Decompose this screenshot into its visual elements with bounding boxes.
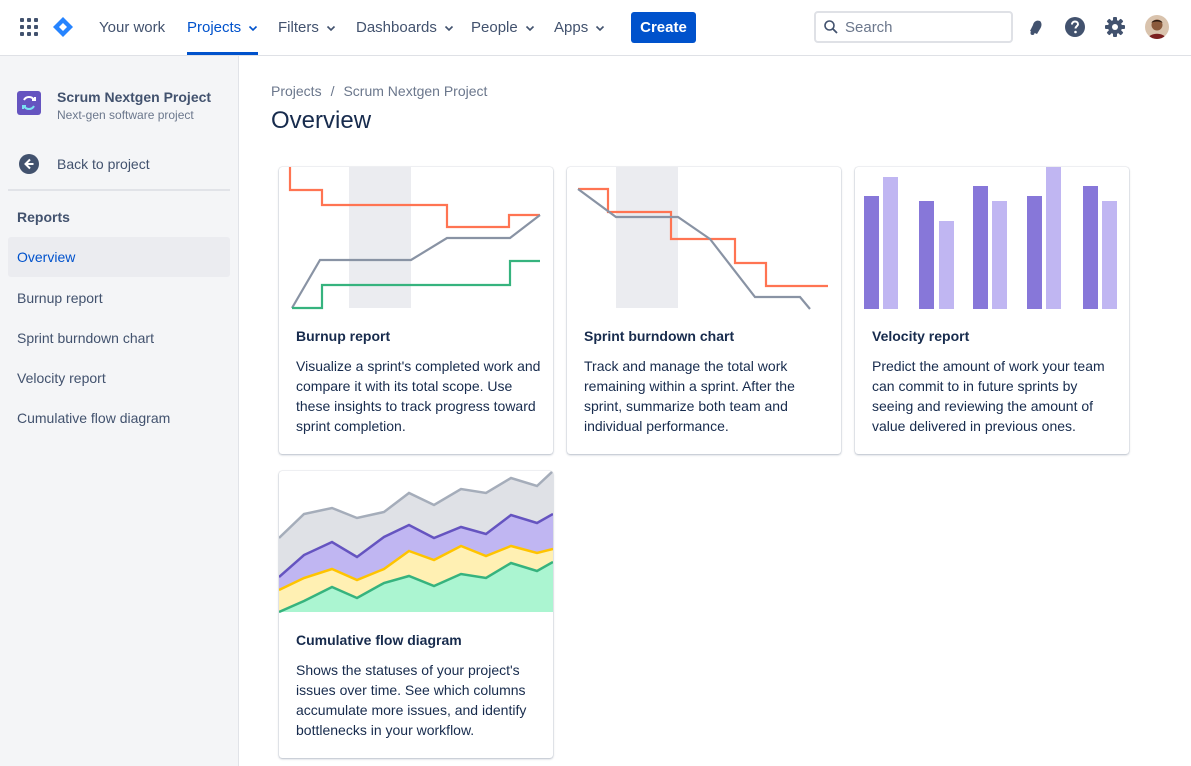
burnup-chart-illustration bbox=[288, 167, 541, 310]
sidebar-item-overview[interactable]: Overview bbox=[8, 237, 230, 277]
back-to-project-link[interactable]: Back to project bbox=[17, 152, 150, 176]
top-navigation: Your work Projects Filters Dashboards Pe… bbox=[0, 0, 1191, 56]
help-icon[interactable] bbox=[1063, 15, 1087, 39]
sidebar-item-cumulative-flow-diagram[interactable]: Cumulative flow diagram bbox=[17, 410, 171, 426]
nav-filters-label: Filters bbox=[278, 19, 319, 36]
breadcrumb: Projects / Scrum Nextgen Project bbox=[271, 83, 487, 99]
nav-projects[interactable]: Projects bbox=[187, 0, 259, 55]
velocity-report-card[interactable]: Velocity report Predict the amount of wo… bbox=[855, 167, 1129, 454]
card-title: Burnup report bbox=[296, 328, 391, 344]
sidebar-item-velocity-report[interactable]: Velocity report bbox=[17, 370, 106, 386]
nav-your-work[interactable]: Your work bbox=[99, 0, 165, 55]
breadcrumb-project[interactable]: Scrum Nextgen Project bbox=[343, 83, 488, 99]
card-title: Velocity report bbox=[872, 328, 970, 344]
settings-icon[interactable] bbox=[1103, 15, 1127, 39]
jira-logo-icon[interactable] bbox=[52, 16, 74, 38]
breadcrumb-separator: / bbox=[330, 83, 335, 99]
velocity-chart-illustration bbox=[864, 167, 1117, 309]
back-to-project-label: Back to project bbox=[57, 156, 150, 172]
chevron-down-icon bbox=[525, 25, 534, 31]
chevron-down-icon bbox=[249, 25, 258, 31]
nav-dashboards[interactable]: Dashboards bbox=[356, 0, 454, 55]
search-input[interactable] bbox=[845, 18, 1005, 36]
sidebar-section-title: Reports bbox=[17, 209, 70, 225]
search-icon bbox=[824, 20, 838, 34]
create-button[interactable]: Create bbox=[631, 12, 696, 43]
user-avatar[interactable] bbox=[1145, 15, 1169, 39]
burnup-report-card[interactable]: Burnup report Visualize a sprint's compl… bbox=[279, 167, 553, 454]
search-box[interactable] bbox=[814, 11, 1013, 43]
apps-grid-icon[interactable] bbox=[20, 18, 38, 36]
chevron-down-icon bbox=[596, 25, 605, 31]
breadcrumb-projects[interactable]: Projects bbox=[271, 83, 322, 99]
nav-apps-label: Apps bbox=[554, 19, 589, 36]
nav-your-work-label: Your work bbox=[99, 19, 166, 36]
sidebar-item-burnup-report[interactable]: Burnup report bbox=[17, 290, 103, 306]
notifications-icon[interactable] bbox=[1024, 15, 1048, 39]
nav-apps[interactable]: Apps bbox=[554, 0, 605, 55]
chevron-down-icon bbox=[444, 25, 453, 31]
card-description: Track and manage the total work remainin… bbox=[584, 358, 795, 434]
card-description: Predict the amount of work your team can… bbox=[872, 358, 1105, 434]
project-avatar-icon bbox=[17, 91, 41, 115]
nav-dashboards-label: Dashboards bbox=[356, 19, 437, 36]
sprint-burndown-card[interactable]: Sprint burndown chart Track and manage t… bbox=[567, 167, 841, 454]
burndown-chart-illustration bbox=[577, 167, 828, 310]
card-description: Visualize a sprint's completed work and … bbox=[296, 358, 541, 434]
page-title: Overview bbox=[271, 107, 372, 134]
chevron-down-icon bbox=[326, 25, 335, 31]
card-title: Cumulative flow diagram bbox=[296, 632, 462, 648]
nav-projects-label: Projects bbox=[187, 19, 242, 36]
project-header: Scrum Nextgen Project Next-gen software … bbox=[17, 89, 227, 125]
nav-filters[interactable]: Filters bbox=[278, 0, 336, 55]
project-type: Next-gen software project bbox=[57, 108, 194, 122]
card-title: Sprint burndown chart bbox=[584, 328, 735, 344]
back-arrow-icon bbox=[19, 154, 39, 174]
sidebar-item-sprint-burndown-chart[interactable]: Sprint burndown chart bbox=[17, 330, 154, 346]
nav-people-label: People bbox=[471, 19, 518, 36]
nav-people[interactable]: People bbox=[471, 0, 535, 55]
cumulative-flow-card[interactable]: Cumulative flow diagram Shows the status… bbox=[279, 471, 553, 758]
project-name: Scrum Nextgen Project bbox=[57, 89, 212, 105]
card-description: Shows the statuses of your project's iss… bbox=[296, 662, 527, 738]
cumulative-flow-illustration bbox=[279, 471, 553, 614]
sidebar-divider bbox=[8, 189, 230, 191]
sidebar: Scrum Nextgen Project Next-gen software … bbox=[0, 56, 239, 766]
